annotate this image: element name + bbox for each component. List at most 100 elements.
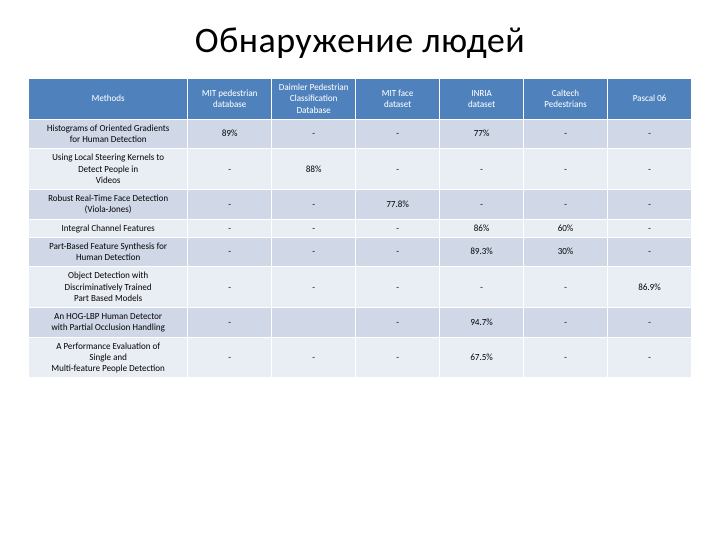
table-header: Methods MIT pedestrian database Daimler … xyxy=(29,79,692,120)
value-cell: - xyxy=(524,337,608,378)
value-cell: 30% xyxy=(524,237,608,267)
value-cell: - xyxy=(356,308,440,338)
method-cell: Object Detection withDiscriminatively Tr… xyxy=(29,267,188,308)
col-label: Pascal 06 xyxy=(633,93,667,104)
value-cell: 60% xyxy=(524,219,608,237)
method-line: Single and xyxy=(89,352,127,363)
value-cell: - xyxy=(440,190,524,220)
value-cell: - xyxy=(188,337,272,378)
table-row: Robust Real-Time Face Detection(Viola-Jo… xyxy=(29,190,692,220)
method-cell: Part-Based Feature Synthesis forHuman De… xyxy=(29,237,188,267)
value-cell: - xyxy=(440,267,524,308)
col-sub: dataset xyxy=(468,99,495,110)
method-line: Robust Real-Time Face Detection xyxy=(48,193,168,204)
value-cell: - xyxy=(524,190,608,220)
value-cell: - xyxy=(188,237,272,267)
table-row: A Performance Evaluation ofSingle andMul… xyxy=(29,337,692,378)
table-row: An HOG-LBP Human Detectorwith Partial Oc… xyxy=(29,308,692,338)
method-line: Discriminatively Trained xyxy=(65,282,152,293)
value-cell: - xyxy=(524,119,608,149)
value-cell: - xyxy=(607,149,691,190)
table-body: Histograms of Oriented Gradientsfor Huma… xyxy=(29,119,692,378)
table-row: Histograms of Oriented Gradientsfor Huma… xyxy=(29,119,692,149)
col-caltech: Caltech Pedestrians xyxy=(524,79,608,120)
value-cell: - xyxy=(272,219,356,237)
value-cell: - xyxy=(607,308,691,338)
value-cell: - xyxy=(356,337,440,378)
table-row: Integral Channel Features---86%60%- xyxy=(29,219,692,237)
table-row: Object Detection withDiscriminatively Tr… xyxy=(29,267,692,308)
value-cell: - xyxy=(188,219,272,237)
method-line: with Partial Occlusion Handling xyxy=(51,322,165,333)
method-line: Videos xyxy=(96,175,121,186)
value-cell: 86.9% xyxy=(607,267,691,308)
method-cell: Robust Real-Time Face Detection(Viola-Jo… xyxy=(29,190,188,220)
value-cell: - xyxy=(188,308,272,338)
page-title: Обнаружение людей xyxy=(28,18,692,62)
value-cell: - xyxy=(272,337,356,378)
method-line: Part Based Models xyxy=(74,293,142,304)
value-cell: 77% xyxy=(440,119,524,149)
col-label: MIT pedestrian xyxy=(202,88,257,99)
col-sub2: Database xyxy=(297,105,331,116)
value-cell: - xyxy=(356,149,440,190)
value-cell: - xyxy=(356,267,440,308)
value-cell: - xyxy=(356,219,440,237)
col-label: MIT face xyxy=(382,88,414,99)
col-label: Daimler Pedestrian xyxy=(279,82,349,93)
method-cell: A Performance Evaluation ofSingle andMul… xyxy=(29,337,188,378)
value-cell: - xyxy=(524,267,608,308)
value-cell: - xyxy=(440,149,524,190)
method-cell: Using Local Steering Kernels toDetect Pe… xyxy=(29,149,188,190)
col-mit-pedestrian: MIT pedestrian database xyxy=(188,79,272,120)
col-inria: INRIA dataset xyxy=(440,79,524,120)
col-label: Caltech xyxy=(552,88,579,99)
col-label: Methods xyxy=(92,93,125,104)
value-cell: 94.7% xyxy=(440,308,524,338)
table-row: Part-Based Feature Synthesis forHuman De… xyxy=(29,237,692,267)
value-cell: - xyxy=(188,190,272,220)
value-cell: - xyxy=(356,119,440,149)
value-cell: - xyxy=(272,190,356,220)
value-cell: - xyxy=(356,237,440,267)
method-line: Multi-feature People Detection xyxy=(51,363,164,374)
col-label: INRIA xyxy=(471,88,491,99)
method-cell: An HOG-LBP Human Detectorwith Partial Oc… xyxy=(29,308,188,338)
col-sub: dataset xyxy=(384,99,411,110)
value-cell: - xyxy=(607,219,691,237)
value-cell: - xyxy=(188,149,272,190)
col-daimler: Daimler Pedestrian Classification Databa… xyxy=(272,79,356,120)
value-cell: 88% xyxy=(272,149,356,190)
value-cell: - xyxy=(607,190,691,220)
method-line: Detect People in xyxy=(78,164,138,175)
value-cell: - xyxy=(272,119,356,149)
value-cell: 89% xyxy=(188,119,272,149)
value-cell: 67.5% xyxy=(440,337,524,378)
col-pascal06: Pascal 06 xyxy=(607,79,691,120)
value-cell: - xyxy=(607,237,691,267)
value-cell: - xyxy=(272,237,356,267)
method-line: Part-Based Feature Synthesis for xyxy=(49,241,167,252)
value-cell: - xyxy=(188,267,272,308)
method-line: Object Detection with xyxy=(68,270,148,281)
method-line: Human Detection xyxy=(76,252,140,263)
table-row: Using Local Steering Kernels toDetect Pe… xyxy=(29,149,692,190)
method-line: Histograms of Oriented Gradients xyxy=(47,123,169,134)
value-cell: 89.3% xyxy=(440,237,524,267)
method-line: for Human Detection xyxy=(70,134,147,145)
method-cell: Integral Channel Features xyxy=(29,219,188,237)
col-sub: Classification xyxy=(290,93,338,104)
value-cell: 77.8% xyxy=(356,190,440,220)
comparison-table: Methods MIT pedestrian database Daimler … xyxy=(28,78,692,378)
value-cell xyxy=(272,308,356,338)
method-line: A Performance Evaluation of xyxy=(56,341,160,352)
col-sub: Pedestrians xyxy=(544,99,586,110)
value-cell: - xyxy=(272,267,356,308)
col-methods: Methods xyxy=(29,79,188,120)
value-cell: - xyxy=(524,149,608,190)
value-cell: - xyxy=(607,337,691,378)
col-sub: database xyxy=(213,99,246,110)
method-line: (Viola-Jones) xyxy=(85,204,132,215)
value-cell: 86% xyxy=(440,219,524,237)
value-cell: - xyxy=(524,308,608,338)
